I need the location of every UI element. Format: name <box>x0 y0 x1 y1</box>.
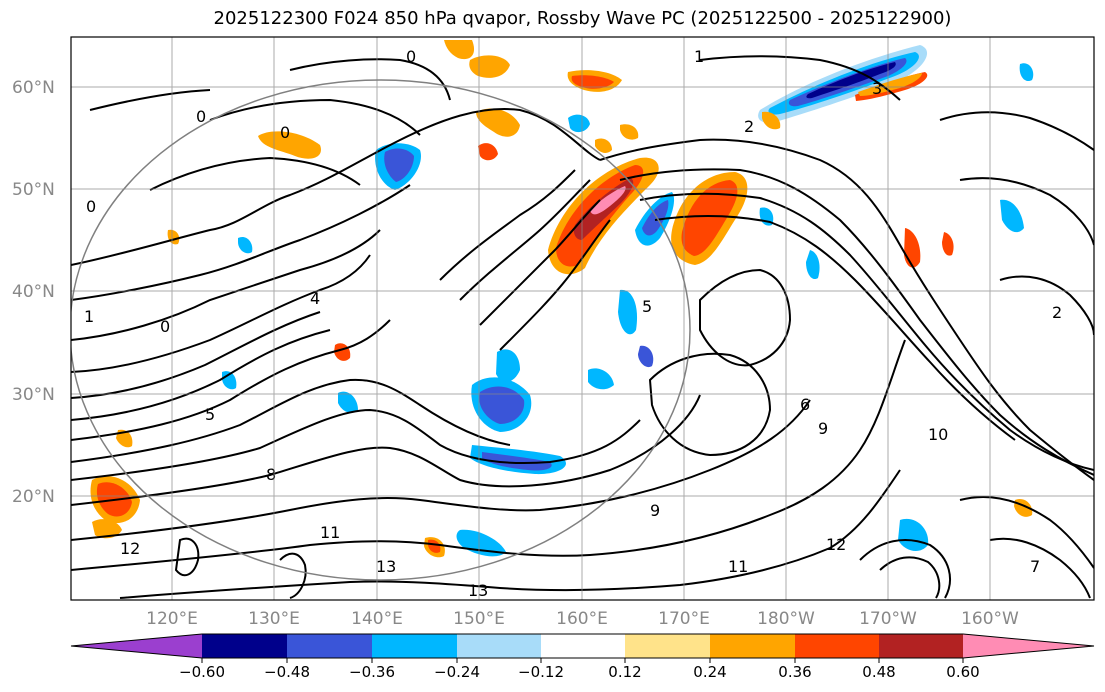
contour-label: 13 <box>376 557 396 576</box>
colorbar-tick-label: −0.12 <box>518 663 564 681</box>
colorbar-segment <box>625 634 710 658</box>
contour-label: 13 <box>468 581 488 600</box>
contour-label: 11 <box>320 523 340 542</box>
lat-label: 60°N <box>12 78 55 98</box>
qvapor-contours <box>71 55 1094 599</box>
lat-label: 40°N <box>12 282 55 302</box>
colorbar-segment <box>795 634 879 658</box>
reference-circle <box>71 79 691 581</box>
lat-label: 50°N <box>12 180 55 200</box>
colorbar-tick-label: 0.36 <box>778 663 811 681</box>
contour-label: 10 <box>928 425 948 444</box>
longitude-labels: 120°E 130°E 140°E 150°E 160°E 170°E 180°… <box>146 609 1019 629</box>
lon-label: 170°E <box>658 609 710 629</box>
colorbar-segment <box>202 634 287 658</box>
contour-label: 0 <box>86 197 96 216</box>
lon-label: 120°E <box>146 609 198 629</box>
contour-label: 9 <box>650 501 660 520</box>
map-frame <box>70 36 1095 601</box>
lon-label: 180°W <box>757 609 815 629</box>
latitude-labels: 60°N 50°N 40°N 30°N 20°N <box>12 78 55 507</box>
lon-label: 140°E <box>351 609 403 629</box>
colorbar-tick-label: −0.24 <box>434 663 480 681</box>
colorbar-ticks <box>201 658 964 663</box>
lat-label: 30°N <box>12 385 55 405</box>
contour-label: 0 <box>196 107 206 126</box>
contour-label: 12 <box>120 539 140 558</box>
contour-label: 2 <box>744 117 754 136</box>
contour-label: 4 <box>310 289 320 308</box>
colorbar-segment <box>963 634 1094 658</box>
colorbar-segment <box>879 634 963 658</box>
lon-label: 160°E <box>556 609 608 629</box>
contour-label: 8 <box>266 465 276 484</box>
contour-label: 2 <box>1052 303 1062 322</box>
lat-label: 20°N <box>12 487 55 507</box>
contour-label: 1 <box>694 47 704 66</box>
colorbar-tick-label: −0.60 <box>179 663 225 681</box>
colorbar-segment <box>287 634 372 658</box>
contour-label: 3 <box>872 79 882 98</box>
lon-label: 130°E <box>248 609 300 629</box>
lon-label: 160°W <box>961 609 1019 629</box>
map-title: 2025122300 F024 850 hPa qvapor, Rossby W… <box>213 8 952 29</box>
colorbar-segment <box>71 634 202 658</box>
contour-label: 5 <box>642 297 652 316</box>
contour-label: 1 <box>84 307 94 326</box>
contour-label: 12 <box>826 535 846 554</box>
contour-label: 5 <box>205 405 215 424</box>
colorbar-tick-label: −0.48 <box>264 663 310 681</box>
graticule <box>71 37 1094 600</box>
contour-label: 0 <box>406 47 416 66</box>
contour-label: 9 <box>818 419 828 438</box>
lon-label: 170°W <box>859 609 917 629</box>
colorbar-tick-label: 0.48 <box>862 663 895 681</box>
contour-label: 6 <box>800 395 810 414</box>
contour-labels: 0 0 1 2 3 0 0 4 5 5 6 7 8 9 9 10 11 11 1… <box>84 47 1062 600</box>
colorbar-segment <box>710 634 795 658</box>
colorbar-tick-label: −0.36 <box>349 663 395 681</box>
colorbar-tick-label: 0.24 <box>693 663 726 681</box>
contour-label: 0 <box>280 123 290 142</box>
colorbar-tick-label: 0.60 <box>946 663 979 681</box>
contour-label: 11 <box>728 557 748 576</box>
colorbar: −0.60 −0.48 −0.36 −0.24 −0.12 0.12 0.24 … <box>70 633 1095 681</box>
contour-label: 0 <box>160 317 170 336</box>
colorbar-segment <box>457 634 541 658</box>
contour-label: 7 <box>1030 557 1040 576</box>
colorbar-tick-label: 0.12 <box>608 663 641 681</box>
colorbar-segment <box>372 634 457 658</box>
lon-label: 150°E <box>453 609 505 629</box>
colorbar-segment <box>541 634 625 658</box>
